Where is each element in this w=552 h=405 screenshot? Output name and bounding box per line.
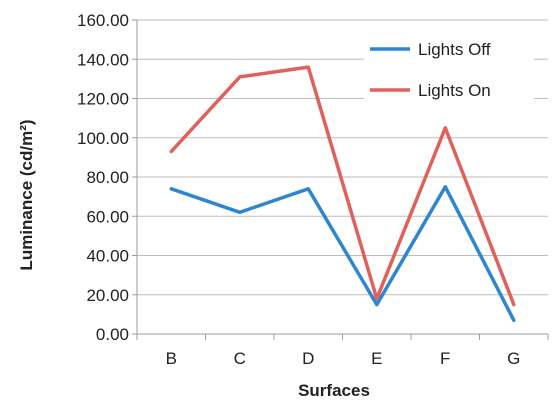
y-tick-label: 140.00: [77, 50, 129, 69]
legend-label: Lights Off: [418, 40, 491, 59]
x-tick-label: C: [234, 349, 246, 368]
x-tick-labels: B C D E F G: [166, 349, 521, 368]
y-tick-labels: 0.00 20.00 40.00 60.00 80.00 100.00 120.00 140.…: [77, 11, 129, 344]
y-tick-label: 60.00: [86, 207, 129, 226]
x-tick-label: D: [302, 349, 314, 368]
y-tick-label: 120.00: [77, 90, 129, 109]
legend-label: Lights On: [418, 81, 491, 100]
series-lines: [171, 67, 514, 320]
x-tick-label: G: [507, 349, 520, 368]
y-axis-title: Luminance (cd/m²): [17, 119, 36, 270]
y-tick-label: 40.00: [86, 247, 129, 266]
x-tick-label: F: [440, 349, 450, 368]
x-axis-title: Surfaces: [298, 381, 370, 400]
y-tick-label: 20.00: [86, 286, 129, 305]
y-tick-label: 100.00: [77, 129, 129, 148]
series-line-lights-off: [171, 187, 514, 320]
legend: Lights Off Lights On: [364, 38, 534, 103]
x-tick-label: E: [371, 349, 382, 368]
y-tick-label: 80.00: [86, 168, 129, 187]
y-tick-label: 0.00: [96, 325, 129, 344]
x-tick-label: B: [166, 349, 177, 368]
y-tick-label: 160.00: [77, 11, 129, 30]
